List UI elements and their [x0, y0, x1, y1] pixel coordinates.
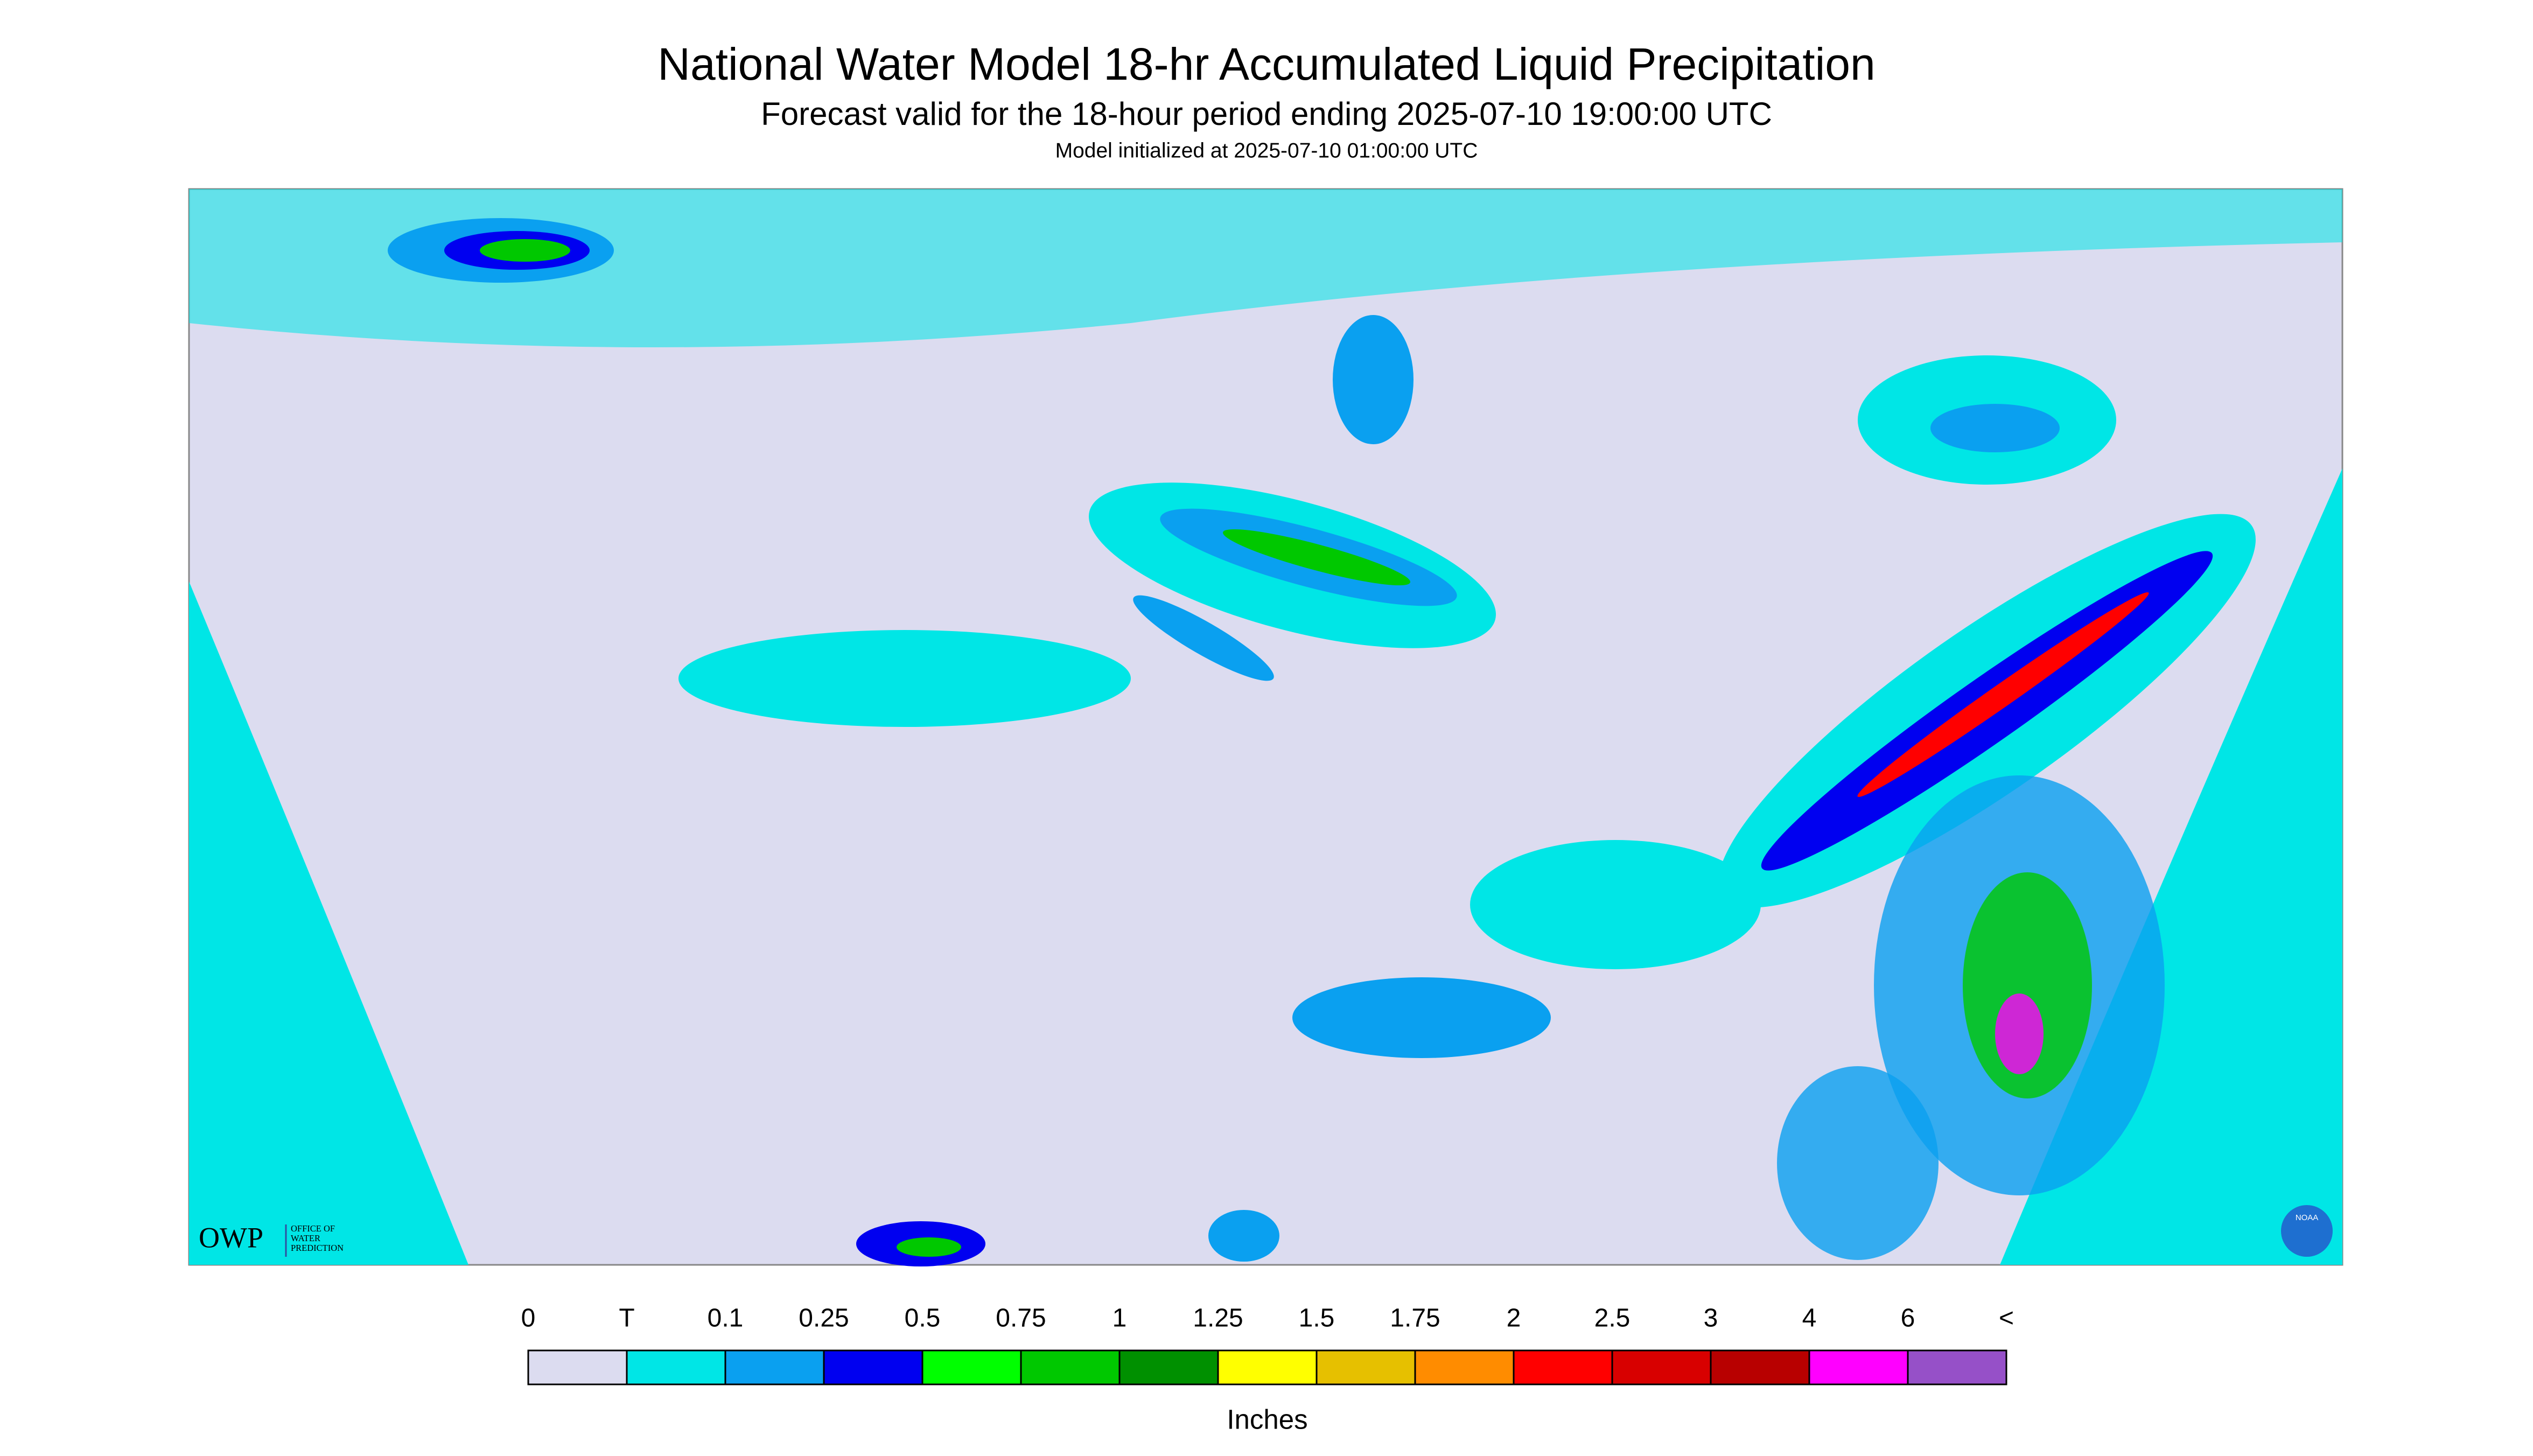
legend-swatch [921, 1349, 1022, 1385]
init-note: Model initialized at 2025-07-10 01:00:00… [1055, 139, 1478, 162]
legend-label: 1.5 [1299, 1304, 1335, 1333]
noaa-badge [2281, 1205, 2333, 1257]
logo-line: WATER [291, 1233, 320, 1243]
legend-swatch [1316, 1349, 1416, 1385]
legend-label: < [1999, 1304, 2014, 1333]
legend-label: 0.1 [708, 1304, 744, 1333]
legend-swatch [1020, 1349, 1121, 1385]
legend-swatch [1414, 1349, 1515, 1385]
title: National Water Model 18-hr Accumulated L… [657, 39, 1875, 89]
legend-swatch [1118, 1349, 1219, 1385]
legend-label: 0 [521, 1304, 536, 1333]
legend-label: 6 [1901, 1304, 1915, 1333]
legend-label: 1 [1112, 1304, 1127, 1333]
legend-unit: Inches [1227, 1404, 1307, 1434]
legend-swatch [626, 1349, 726, 1385]
legend-label: 0.25 [799, 1304, 849, 1333]
legend-label: T [619, 1304, 634, 1333]
legend: 0 T 0.1 0.25 0.5 0.75 1 1.25 1.5 1.75 2 2.5 3 4 6 < Inch… [521, 1304, 2014, 1435]
legend-swatch [1808, 1349, 1909, 1385]
legend-label: 1.75 [1390, 1304, 1440, 1333]
legend-swatch [1611, 1349, 1712, 1385]
legend-swatch [1907, 1349, 2007, 1385]
noaa-label: NOAA [2296, 1213, 2319, 1222]
logo-line: PREDICTION [291, 1243, 344, 1253]
legend-swatch [1710, 1349, 1810, 1385]
legend-label: 2.5 [1594, 1304, 1631, 1333]
logo-line: OFFICE OF [291, 1223, 335, 1234]
legend-swatch [1217, 1349, 1318, 1385]
legend-swatch [1513, 1349, 1613, 1385]
legend-label: 3 [1704, 1304, 1718, 1333]
legend-label: 4 [1802, 1304, 1817, 1333]
subtitle: Forecast valid for the 18-hour period en… [761, 96, 1772, 132]
legend-label: 2 [1507, 1304, 1521, 1333]
legend-swatch [724, 1349, 825, 1385]
legend-swatch [527, 1349, 628, 1385]
legend-label: 0.5 [905, 1304, 941, 1333]
logo-acronym: OWP [199, 1221, 263, 1254]
legend-swatch [823, 1349, 923, 1385]
legend-label: 0.75 [996, 1304, 1046, 1333]
legend-label: 1.25 [1193, 1304, 1243, 1333]
